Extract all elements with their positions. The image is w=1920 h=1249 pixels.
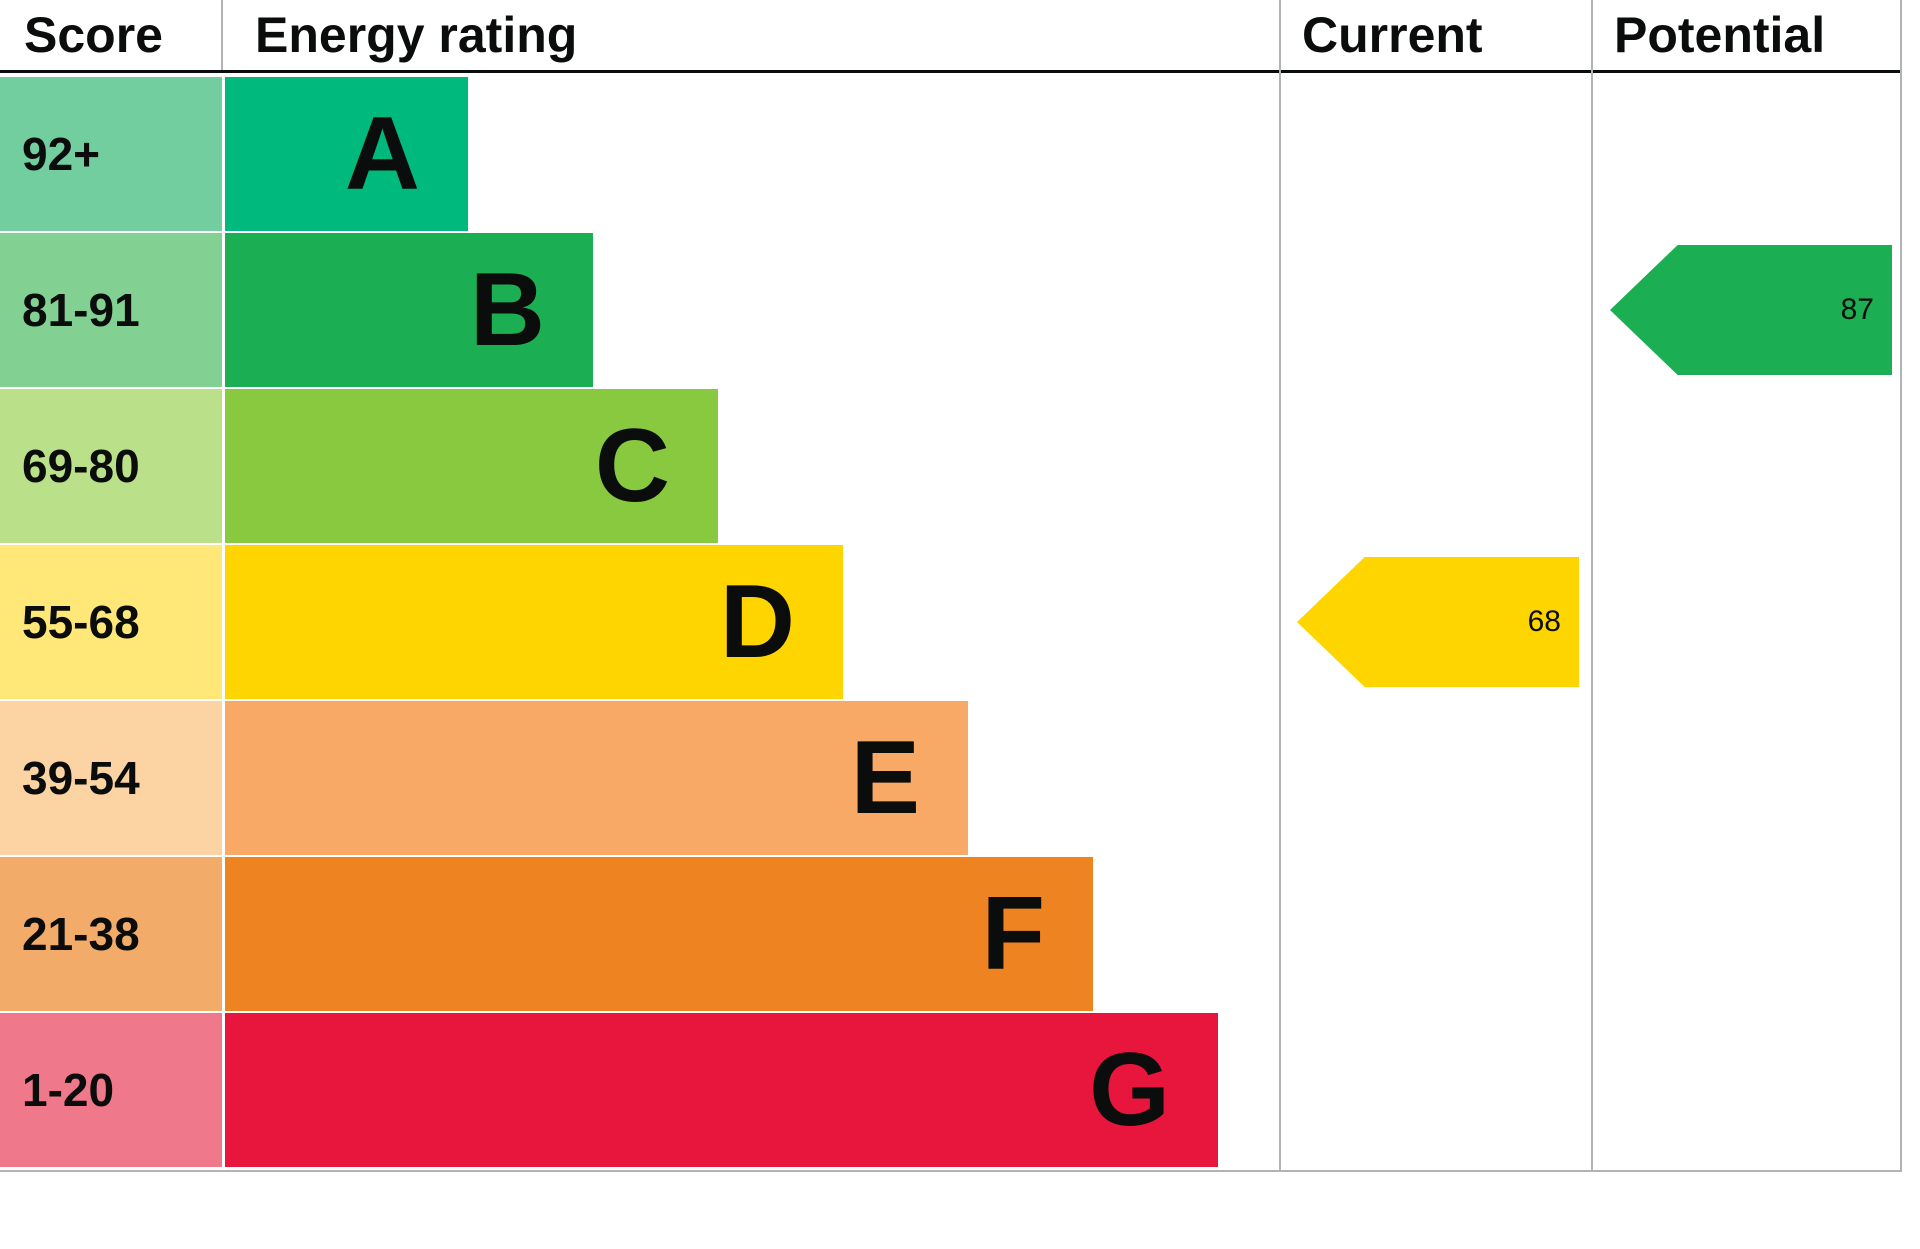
current-potential-divider xyxy=(1591,0,1593,1172)
rating-current-divider xyxy=(1279,0,1281,1172)
current-rating-value: 68 xyxy=(1527,605,1561,638)
score-range-cell: 92+ xyxy=(0,77,222,231)
energy-band-bar: C xyxy=(225,389,718,543)
score-range-cell: 69-80 xyxy=(0,389,222,543)
score-range-cell: 81-91 xyxy=(0,233,222,387)
score-range-cell: 21-38 xyxy=(0,857,222,1011)
score-range-cell: 39-54 xyxy=(0,701,222,855)
energy-band-bar: E xyxy=(225,701,968,855)
score-rating-divider xyxy=(221,0,223,70)
energy-band-bar: A xyxy=(225,77,468,231)
potential-column-header: Potential xyxy=(1592,0,1902,70)
energy-band-bar: G xyxy=(225,1013,1218,1167)
energy-band-bar: F xyxy=(225,857,1093,1011)
potential-rating-value: 87 xyxy=(1840,293,1874,326)
potential-rating-arrow: 87 xyxy=(1610,245,1892,375)
right-edge-divider xyxy=(1900,0,1902,1172)
chart-bottom-border xyxy=(0,1170,1902,1172)
score-range-cell: 1-20 xyxy=(0,1013,222,1167)
energy-band-bar: D xyxy=(225,545,843,699)
score-range-cell: 55-68 xyxy=(0,545,222,699)
energy-band-bar: B xyxy=(225,233,593,387)
current-rating-arrow: 68 xyxy=(1297,557,1579,687)
energy-rating-column-header: Energy rating xyxy=(222,0,1280,70)
header-underline xyxy=(0,70,1902,73)
score-column-header: Score xyxy=(0,0,222,70)
current-column-header: Current xyxy=(1280,0,1592,70)
